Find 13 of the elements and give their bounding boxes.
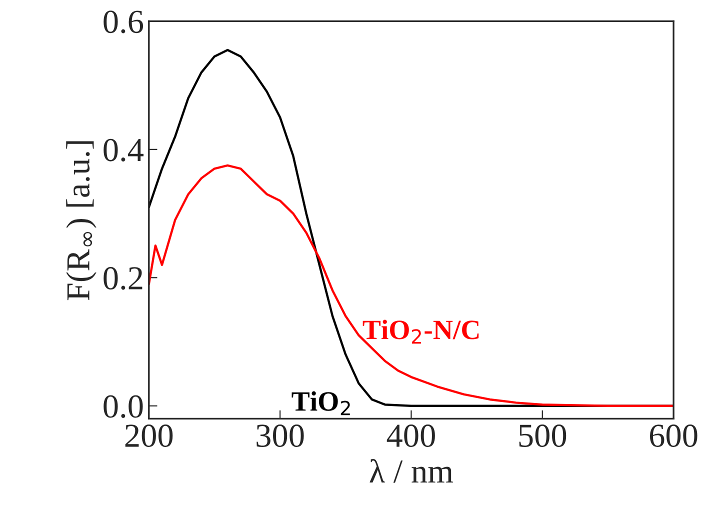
y-tick-label: 0.4 [104, 138, 144, 162]
y-tick-label: 0.2 [104, 267, 142, 290]
x-axis-title: λ / nm [370, 459, 454, 483]
x-tick-label: 300 [256, 424, 304, 448]
series-label: TiO$_{2}$ [292, 391, 350, 416]
x-tick-label: 200 [125, 424, 173, 448]
x-tick-label: 600 [650, 424, 698, 448]
series-label: TiO$_{2}$-N/C [362, 320, 479, 344]
y-tick-label: 0.0 [104, 395, 143, 418]
y-axis-title: F(R$_{∞}$) [a.u.] [66, 141, 96, 300]
y-tick-label: 0.6 [104, 10, 144, 34]
x-tick-label: 500 [519, 424, 566, 448]
x-tick-label: 400 [386, 424, 435, 448]
